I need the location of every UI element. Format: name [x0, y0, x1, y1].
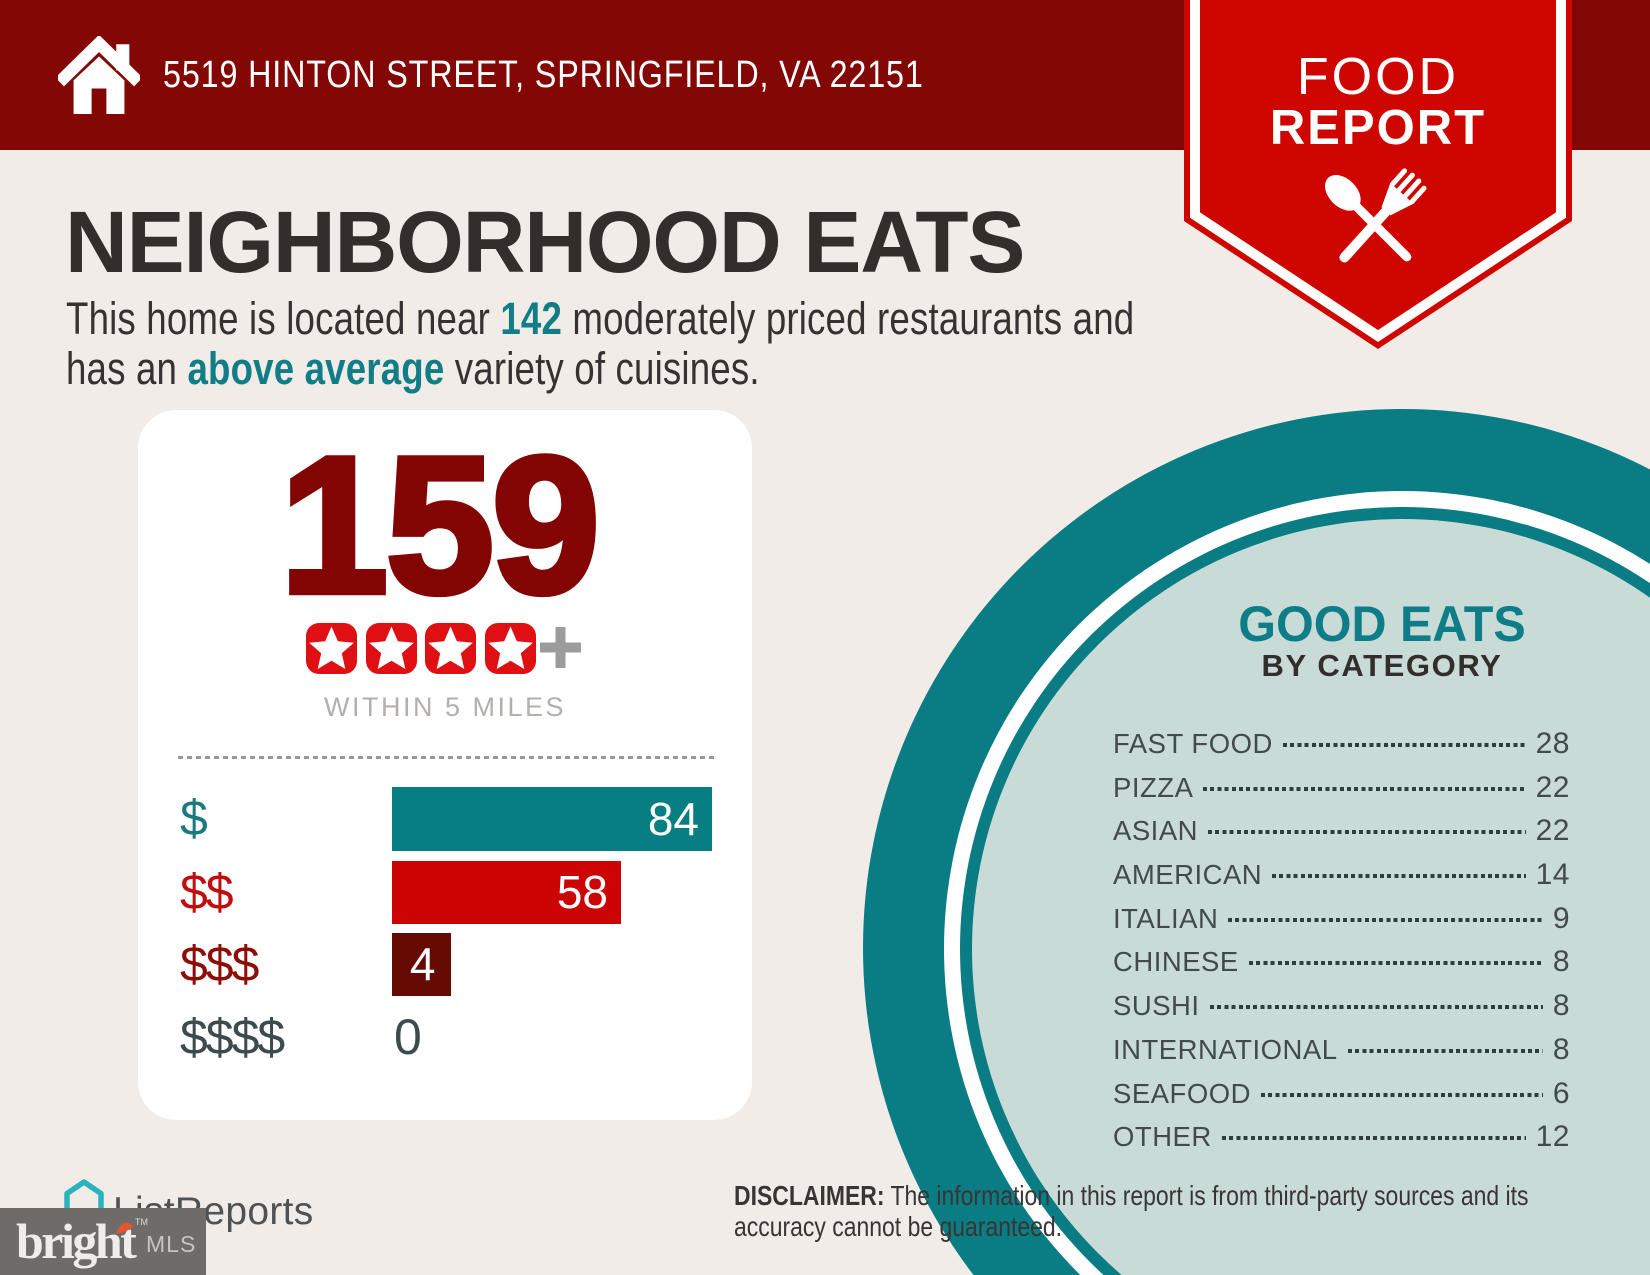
svg-text:FOOD: FOOD: [1297, 48, 1459, 106]
svg-text:REPORT: REPORT: [1270, 101, 1486, 155]
